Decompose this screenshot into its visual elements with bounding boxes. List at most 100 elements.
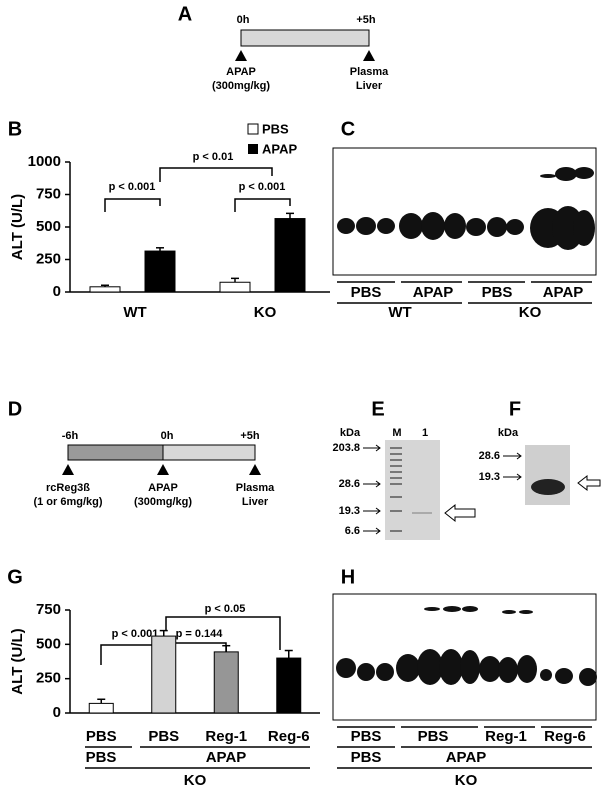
band — [531, 479, 565, 495]
bar — [88, 702, 114, 714]
unit: kDa — [340, 427, 361, 439]
gel — [385, 440, 440, 540]
panel-label: D — [8, 398, 22, 420]
group-label: KO — [455, 772, 478, 789]
marker-label: 28.6 — [479, 450, 500, 462]
marker-label: 19.3 — [479, 471, 500, 483]
y-axis-label: ALT (U/L) — [9, 194, 26, 260]
group-label: APAP — [446, 749, 487, 766]
group-label: Reg-6 — [544, 728, 586, 745]
annotation: p = 0.144 — [176, 628, 224, 640]
legend-swatch — [247, 123, 259, 135]
marker — [363, 50, 375, 61]
group-label: KO — [519, 304, 542, 321]
event: (1 or 6mg/kg) — [33, 496, 102, 508]
x-tick-label: KO — [254, 304, 277, 321]
bracket — [165, 616, 281, 650]
x-tick-label: PBS — [148, 728, 179, 745]
annotation: p < 0.001 — [112, 628, 159, 640]
y-axis-label: ALT (U/L) — [9, 628, 26, 694]
y-tick-label: 0 — [53, 283, 61, 300]
timeline-bar — [67, 444, 164, 461]
annotation: p < 0.05 — [205, 603, 246, 615]
event: Liver — [356, 80, 383, 92]
blot-bands — [336, 606, 597, 686]
blot-bands — [337, 167, 595, 250]
y-tick-label: 1000 — [28, 153, 61, 170]
annotation: p < 0.001 — [109, 181, 156, 193]
y-tick-label: 250 — [36, 670, 61, 687]
bracket — [104, 198, 161, 212]
arrows — [363, 444, 476, 535]
event: (300mg/kg) — [134, 496, 192, 508]
event: (300mg/kg) — [212, 80, 270, 92]
group-label: Reg-1 — [485, 728, 527, 745]
panel-label: B — [8, 118, 22, 140]
group-label: PBS — [482, 284, 513, 301]
legend-label: APAP — [262, 141, 297, 156]
arrows — [503, 452, 601, 492]
bracket — [234, 198, 291, 212]
marker — [62, 464, 74, 475]
bar — [89, 286, 121, 293]
time: +5h — [240, 430, 260, 442]
group-label: APAP — [206, 749, 247, 766]
bar — [219, 281, 251, 293]
marker-label: 6.6 — [345, 525, 360, 537]
group-label: WT — [388, 304, 411, 321]
lane-label: M — [392, 427, 401, 439]
legend-swatch — [248, 144, 258, 154]
marker — [157, 464, 169, 475]
event: APAP — [148, 482, 178, 494]
bar — [151, 635, 177, 714]
lane-label: 1 — [422, 427, 428, 439]
event: Plasma — [236, 482, 275, 494]
y-tick-label: 500 — [36, 218, 61, 235]
panel-label: C — [341, 118, 355, 140]
panel-label: G — [7, 566, 23, 588]
group-label: PBS — [86, 749, 117, 766]
time: +5h — [356, 14, 376, 26]
group-label: APAP — [543, 284, 584, 301]
y-tick-label: 0 — [53, 704, 61, 721]
gel — [525, 445, 570, 505]
x-tick-label: WT — [123, 304, 146, 321]
panel-label: E — [371, 398, 384, 420]
x-tick-label: Reg-1 — [205, 728, 247, 745]
group-label: PBS — [418, 728, 449, 745]
panel-label: H — [341, 566, 355, 588]
annotation: p < 0.01 — [193, 151, 234, 163]
panel-label: A — [178, 3, 192, 25]
bar — [276, 657, 302, 714]
bar — [144, 250, 176, 293]
marker-label: 19.3 — [339, 505, 360, 517]
y-tick-label: 500 — [36, 635, 61, 652]
y-tick-label: 750 — [36, 185, 61, 202]
event: Liver — [242, 496, 269, 508]
x-tick-label: Reg-6 — [268, 728, 310, 745]
y-tick-label: 750 — [36, 601, 61, 618]
timeline-bar — [240, 29, 370, 47]
time: 0h — [161, 430, 174, 442]
group-label: PBS — [351, 728, 382, 745]
legend-label: PBS — [262, 121, 289, 136]
event: Plasma — [350, 66, 389, 78]
marker — [235, 50, 247, 61]
panel-label: F — [509, 398, 521, 420]
event: rcReg3ß — [46, 482, 90, 494]
event: APAP — [226, 66, 256, 78]
bar — [213, 651, 239, 714]
ladder — [390, 447, 402, 532]
marker-label: 28.6 — [339, 478, 360, 490]
marker — [249, 464, 261, 475]
group-label: PBS — [351, 284, 382, 301]
time: -6h — [62, 430, 79, 442]
annotation: p < 0.001 — [239, 181, 286, 193]
timeline-bar — [162, 444, 256, 461]
group-label: APAP — [413, 284, 454, 301]
bar — [274, 218, 306, 293]
bracket — [159, 167, 273, 182]
marker-label: 203.8 — [332, 442, 360, 454]
group-label: PBS — [351, 749, 382, 766]
